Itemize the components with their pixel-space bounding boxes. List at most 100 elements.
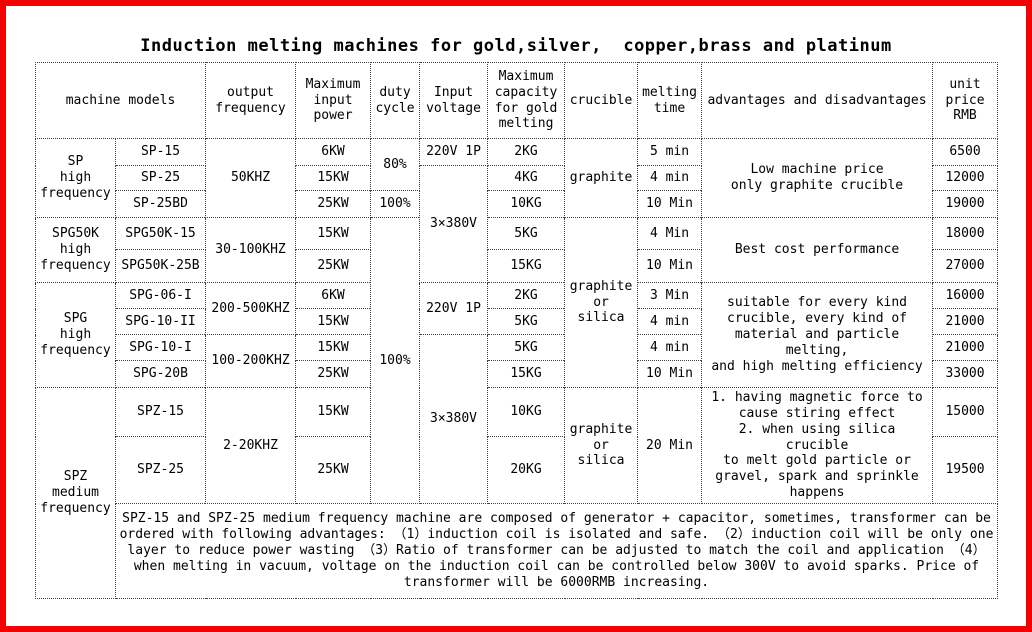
spec-table: machine models output frequency Maximum … — [34, 62, 999, 599]
capacity-cell: 4KG — [487, 165, 566, 191]
crucible-cell: graphite or silica — [564, 387, 639, 504]
voltage-cell: 220V 1P — [419, 138, 489, 166]
price-cell: 19000 — [932, 190, 999, 218]
header-crucible: crucible — [564, 62, 639, 139]
power-cell: 15KW — [295, 387, 372, 437]
header-row: machine models output frequency Maximum … — [34, 62, 999, 139]
voltage-cell: 3×380V — [419, 165, 489, 283]
advantage-cell: suitable for every kind crucible, every … — [701, 282, 934, 388]
price-cell: 6500 — [932, 138, 999, 166]
table-row: SP high frequency SP-15 50KHZ 6KW 80% 22… — [35, 138, 999, 218]
power-cell: 15KW — [295, 165, 372, 191]
capacity-cell: 15KG — [487, 249, 566, 283]
duty-cycle-cell: 100% — [370, 190, 421, 218]
capacity-cell: 2KG — [487, 282, 566, 309]
table-row: SPG high frequency SPG-06-I 200-500KHZ 6… — [35, 282, 999, 388]
power-cell: 15KW — [295, 217, 372, 250]
power-cell: 25KW — [295, 436, 372, 504]
power-cell: 25KW — [295, 249, 372, 283]
price-cell: 15000 — [932, 387, 999, 437]
time-cell: 4 min — [637, 165, 703, 191]
power-cell: 25KW — [295, 190, 372, 218]
model-cell: SPG-20B — [114, 360, 207, 388]
capacity-cell: 15KG — [487, 360, 566, 388]
power-cell: 6KW — [295, 282, 372, 309]
price-cell: 19500 — [932, 436, 999, 504]
capacity-cell: 5KG — [487, 308, 566, 335]
model-cell: SP-25BD — [114, 190, 207, 218]
crucible-cell: graphite or silica — [564, 217, 639, 388]
model-cell: SP-25 — [114, 165, 207, 191]
price-cell: 16000 — [932, 282, 999, 309]
model-cell: SPG50K-25B — [114, 249, 207, 283]
model-cell: SPZ-15 — [114, 387, 207, 437]
duty-cycle-cell: 100% — [370, 217, 421, 504]
time-cell: 4 min — [637, 308, 703, 335]
price-cell: 21000 — [932, 334, 999, 361]
voltage-cell: 220V 1P — [419, 282, 489, 335]
group-cell-spz: SPZ medium frequency — [35, 387, 116, 599]
frequency-cell: 100-200KHZ — [205, 334, 297, 388]
frequency-cell: 50KHZ — [205, 138, 297, 218]
time-cell: 10 Min — [637, 360, 703, 388]
duty-cycle-cell: 80% — [370, 138, 421, 191]
header-input-voltage: Input voltage — [419, 62, 489, 139]
header-melting-time: melting time — [637, 62, 703, 139]
note-row: SPZ-15 and SPZ-25 medium frequency machi… — [36, 503, 999, 599]
price-cell: 33000 — [932, 360, 999, 388]
table-row: SPG50K high frequency SPG50K-15 30-100KH… — [35, 217, 999, 504]
table-row: SPZ-25 25KW 20KG 19500 — [36, 436, 999, 504]
capacity-cell: 5KG — [487, 217, 566, 250]
time-cell: 4 Min — [637, 217, 703, 250]
frequency-cell: 200-500KHZ — [205, 282, 297, 335]
model-cell: SPZ-25 — [114, 436, 207, 504]
note-cell: SPZ-15 and SPZ-25 medium frequency machi… — [114, 503, 999, 599]
time-cell: 10 Min — [637, 190, 703, 218]
header-max-input-power: Maximum input power — [295, 62, 372, 139]
frequency-cell: 2-20KHZ — [205, 387, 297, 504]
time-cell: 10 Min — [637, 249, 703, 283]
time-cell: 4 min — [637, 334, 703, 361]
crucible-cell: graphite — [564, 138, 639, 218]
table-row: SPG-10-II 15KW 5KG 4 min 21000 — [36, 308, 999, 335]
table-row: SPZ medium frequency SPZ-15 2-20KHZ 15KW… — [35, 387, 999, 599]
group-cell-spg50k: SPG50K high frequency — [35, 217, 116, 283]
capacity-cell: 10KG — [487, 190, 566, 218]
capacity-cell: 2KG — [487, 138, 566, 166]
model-cell: SPG-10-II — [114, 308, 207, 335]
capacity-cell: 5KG — [487, 334, 566, 361]
header-unit-price: unit price RMB — [932, 62, 999, 139]
header-max-capacity: Maximum capacity for gold melting — [487, 62, 566, 139]
price-cell: 18000 — [932, 217, 999, 250]
header-duty-cycle: duty cycle — [370, 62, 421, 139]
model-cell: SP-15 — [114, 138, 207, 166]
capacity-cell: 20KG — [487, 436, 566, 504]
time-cell: 20 Min — [637, 387, 703, 504]
group-cell-spg: SPG high frequency — [35, 282, 116, 388]
header-machine-models: machine models — [34, 62, 207, 139]
page-title: Induction melting machines for gold,silv… — [140, 36, 892, 56]
power-cell: 25KW — [295, 360, 372, 388]
time-cell: 3 Min — [637, 282, 703, 309]
group-cell-sp: SP high frequency — [35, 138, 116, 218]
frequency-cell: 30-100KHZ — [205, 217, 297, 283]
price-cell: 27000 — [932, 249, 999, 283]
capacity-cell: 10KG — [487, 387, 566, 437]
model-cell: SPG50K-15 — [114, 217, 207, 250]
time-cell: 5 min — [637, 138, 703, 166]
header-advantages: advantages and disadvantages — [701, 62, 934, 139]
price-cell: 21000 — [932, 308, 999, 335]
power-cell: 15KW — [295, 308, 372, 335]
advantage-cell: Best cost performance — [701, 217, 934, 283]
header-output-frequency: output frequency — [205, 62, 297, 139]
table-row: SPG-10-I 100-200KHZ 15KW 3×380V 5KG 4 mi… — [36, 334, 999, 504]
voltage-cell: 3×380V — [419, 334, 489, 504]
power-cell: 15KW — [295, 334, 372, 361]
advantage-cell: Low machine price only graphite crucible — [701, 138, 934, 218]
power-cell: 6KW — [295, 138, 372, 166]
model-cell: SPG-06-I — [114, 282, 207, 309]
table-row: SP-25BD 25KW 100% 10KG 10 Min 19000 — [36, 190, 999, 218]
table-row: SPG50K-25B 25KW 15KG 10 Min 27000 — [36, 249, 999, 283]
price-cell: 12000 — [932, 165, 999, 191]
